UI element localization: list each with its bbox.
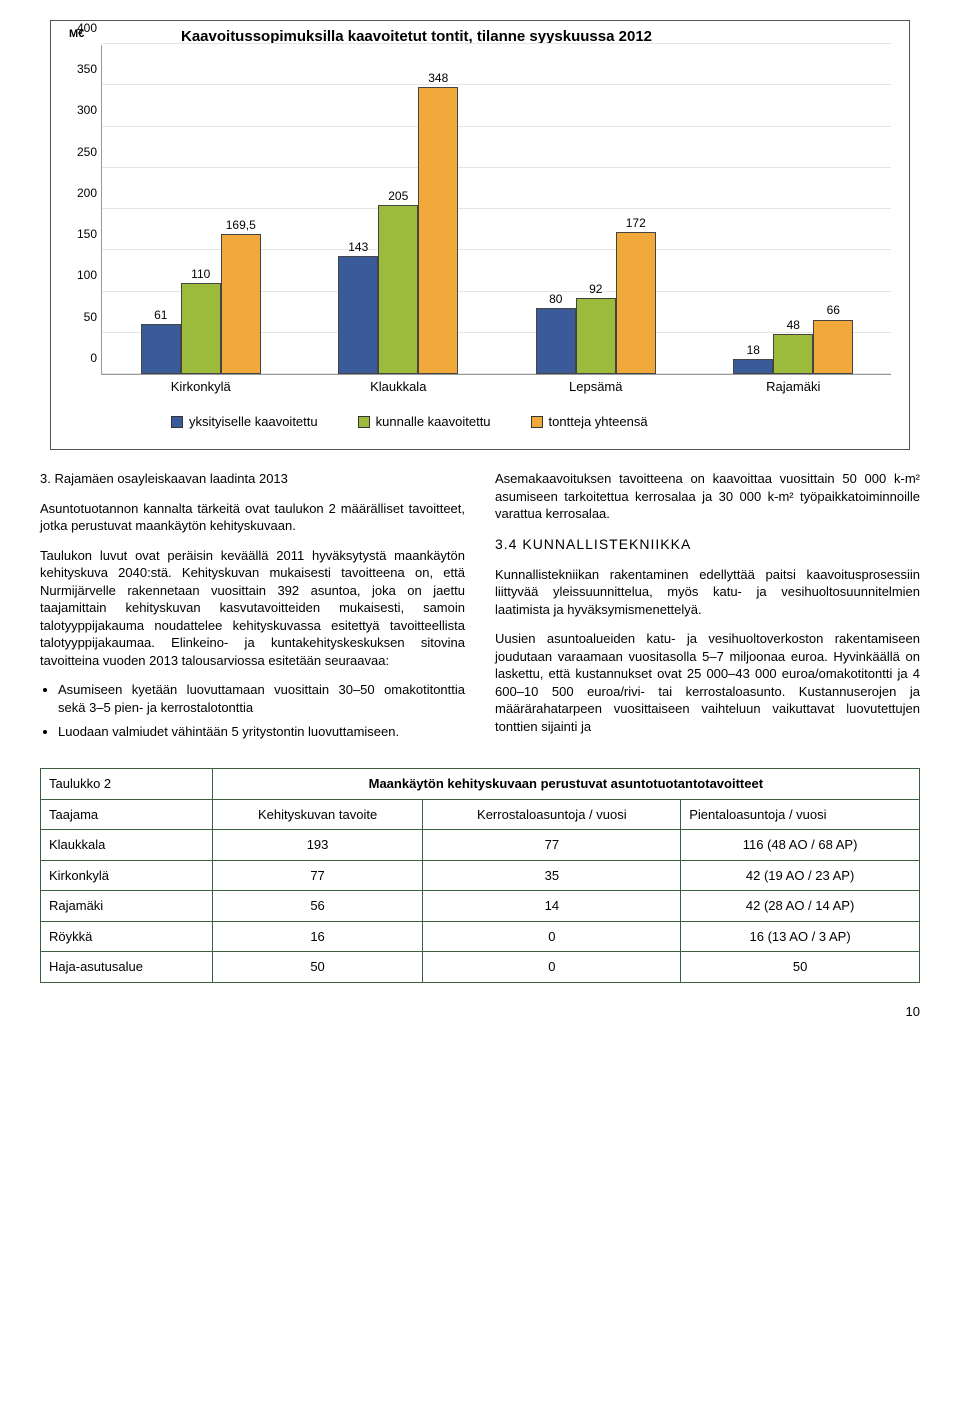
bar: 48 (773, 334, 813, 374)
para: Asuntotuotannon kannalta tärkeitä ovat t… (40, 500, 465, 535)
bar: 348 (418, 87, 458, 374)
y-tick-label: 200 (67, 185, 97, 201)
data-table: Taulukko 2 Maankäytön kehityskuvaan peru… (40, 768, 920, 983)
y-tick-label: 300 (67, 102, 97, 118)
table-row: Klaukkala19377116 (48 AO / 68 AP) (41, 830, 920, 861)
bar: 66 (813, 320, 853, 374)
bar-value-label: 92 (589, 281, 602, 297)
bar-chart: M€ Kaavoitussopimuksilla kaavoitetut ton… (50, 20, 910, 450)
table-cell: 14 (423, 891, 681, 922)
table-cell: 193 (212, 830, 423, 861)
bar-value-label: 169,5 (226, 217, 256, 233)
table-cell: Haja-asutusalue (41, 952, 213, 983)
table-cell: 0 (423, 952, 681, 983)
bar-value-label: 205 (388, 188, 408, 204)
page-number: 10 (40, 1003, 920, 1021)
bar-value-label: 61 (154, 307, 167, 323)
x-category-label: Rajamäki (766, 378, 820, 396)
bar: 205 (378, 205, 418, 374)
y-tick-label: 250 (67, 143, 97, 159)
table-cell: Röykkä (41, 921, 213, 952)
table-cell: 77 (423, 830, 681, 861)
table-cell: 0 (423, 921, 681, 952)
table-cell: Kirkonkylä (41, 860, 213, 891)
legend-item: yksityiselle kaavoitettu (171, 413, 318, 431)
para: 3. Rajamäen osayleiskaavan laadinta 2013 (40, 470, 465, 488)
table-cell: 50 (212, 952, 423, 983)
bar: 18 (733, 359, 773, 374)
legend-label: tontteja yhteensä (549, 413, 648, 431)
table-body: Klaukkala19377116 (48 AO / 68 AP)Kirkonk… (41, 830, 920, 983)
table-cell: 42 (19 AO / 23 AP) (681, 860, 920, 891)
legend-swatch (171, 416, 183, 428)
x-category-label: Lepsämä (569, 378, 622, 396)
legend-label: kunnalle kaavoitettu (376, 413, 491, 431)
bar-value-label: 80 (549, 291, 562, 307)
bar-value-label: 172 (626, 215, 646, 231)
legend-item: kunnalle kaavoitettu (358, 413, 491, 431)
text-columns: 3. Rajamäen osayleiskaavan laadinta 2013… (40, 470, 920, 752)
section-heading: 3.4 KUNNALLISTEKNIIKKA (495, 535, 920, 554)
bar-value-label: 348 (428, 70, 448, 86)
bar-value-label: 143 (348, 239, 368, 255)
legend-label: yksityiselle kaavoitettu (189, 413, 318, 431)
y-tick-label: 0 (67, 350, 97, 366)
table-cell: 56 (212, 891, 423, 922)
table-row: Rajamäki561442 (28 AO / 14 AP) (41, 891, 920, 922)
chart-plot-area: 05010015020025030035040061110169,5Kirkon… (101, 45, 891, 375)
bar: 172 (616, 232, 656, 374)
bar: 143 (338, 256, 378, 374)
table-column-header: Kerrostaloasuntoja / vuosi (423, 799, 681, 830)
table-title-row: Taulukko 2 Maankäytön kehityskuvaan peru… (41, 769, 920, 800)
table-cell: 50 (681, 952, 920, 983)
table-column-header: Kehityskuvan tavoite (212, 799, 423, 830)
legend-item: tontteja yhteensä (531, 413, 648, 431)
bar-value-label: 48 (787, 317, 800, 333)
bar-value-label: 66 (827, 302, 840, 318)
table-title-left: Taulukko 2 (41, 769, 213, 800)
table-cell: 16 (13 AO / 3 AP) (681, 921, 920, 952)
table-cell: 16 (212, 921, 423, 952)
bar: 110 (181, 283, 221, 374)
list-item: Asumiseen kyetään luovuttamaan vuosittai… (58, 681, 465, 716)
y-tick-label: 350 (67, 61, 97, 77)
bar: 169,5 (221, 234, 261, 374)
para: Kunnallistekniikan rakentaminen edellytt… (495, 566, 920, 619)
x-category-label: Klaukkala (370, 378, 426, 396)
bar-value-label: 18 (747, 342, 760, 358)
y-tick-label: 400 (67, 20, 97, 36)
bar: 92 (576, 298, 616, 374)
chart-legend: yksityiselle kaavoitettu kunnalle kaavoit… (171, 413, 648, 431)
list-item: Luodaan valmiudet vähintään 5 yritystont… (58, 723, 465, 741)
table-cell: Klaukkala (41, 830, 213, 861)
bar: 80 (536, 308, 576, 374)
bullet-list: Asumiseen kyetään luovuttamaan vuosittai… (58, 681, 465, 740)
table-cell: Rajamäki (41, 891, 213, 922)
bar-value-label: 110 (191, 266, 210, 282)
legend-swatch (531, 416, 543, 428)
para: Taulukon luvut ovat peräisin keväällä 20… (40, 547, 465, 670)
table-column-header: Taajama (41, 799, 213, 830)
y-tick-label: 150 (67, 226, 97, 242)
left-column: 3. Rajamäen osayleiskaavan laadinta 2013… (40, 470, 465, 752)
bar: 61 (141, 324, 181, 374)
table-cell: 116 (48 AO / 68 AP) (681, 830, 920, 861)
table-cell: 77 (212, 860, 423, 891)
table-title: Maankäytön kehityskuvaan perustuvat asun… (212, 769, 919, 800)
y-tick-label: 100 (67, 267, 97, 283)
table-column-header: Pientaloasuntoja / vuosi (681, 799, 920, 830)
legend-swatch (358, 416, 370, 428)
table-row: Haja-asutusalue50050 (41, 952, 920, 983)
right-column: Asemakaavoituksen tavoitteena on kaavoit… (495, 470, 920, 752)
table-cell: 35 (423, 860, 681, 891)
y-tick-label: 50 (67, 308, 97, 324)
x-category-label: Kirkonkylä (171, 378, 231, 396)
table-row: Röykkä16016 (13 AO / 3 AP) (41, 921, 920, 952)
para: Uusien asuntoalueiden katu- ja vesihuolt… (495, 630, 920, 735)
para: Asemakaavoituksen tavoitteena on kaavoit… (495, 470, 920, 523)
table-row: Kirkonkylä773542 (19 AO / 23 AP) (41, 860, 920, 891)
table-cell: 42 (28 AO / 14 AP) (681, 891, 920, 922)
table-header-row: TaajamaKehityskuvan tavoiteKerrostaloasu… (41, 799, 920, 830)
